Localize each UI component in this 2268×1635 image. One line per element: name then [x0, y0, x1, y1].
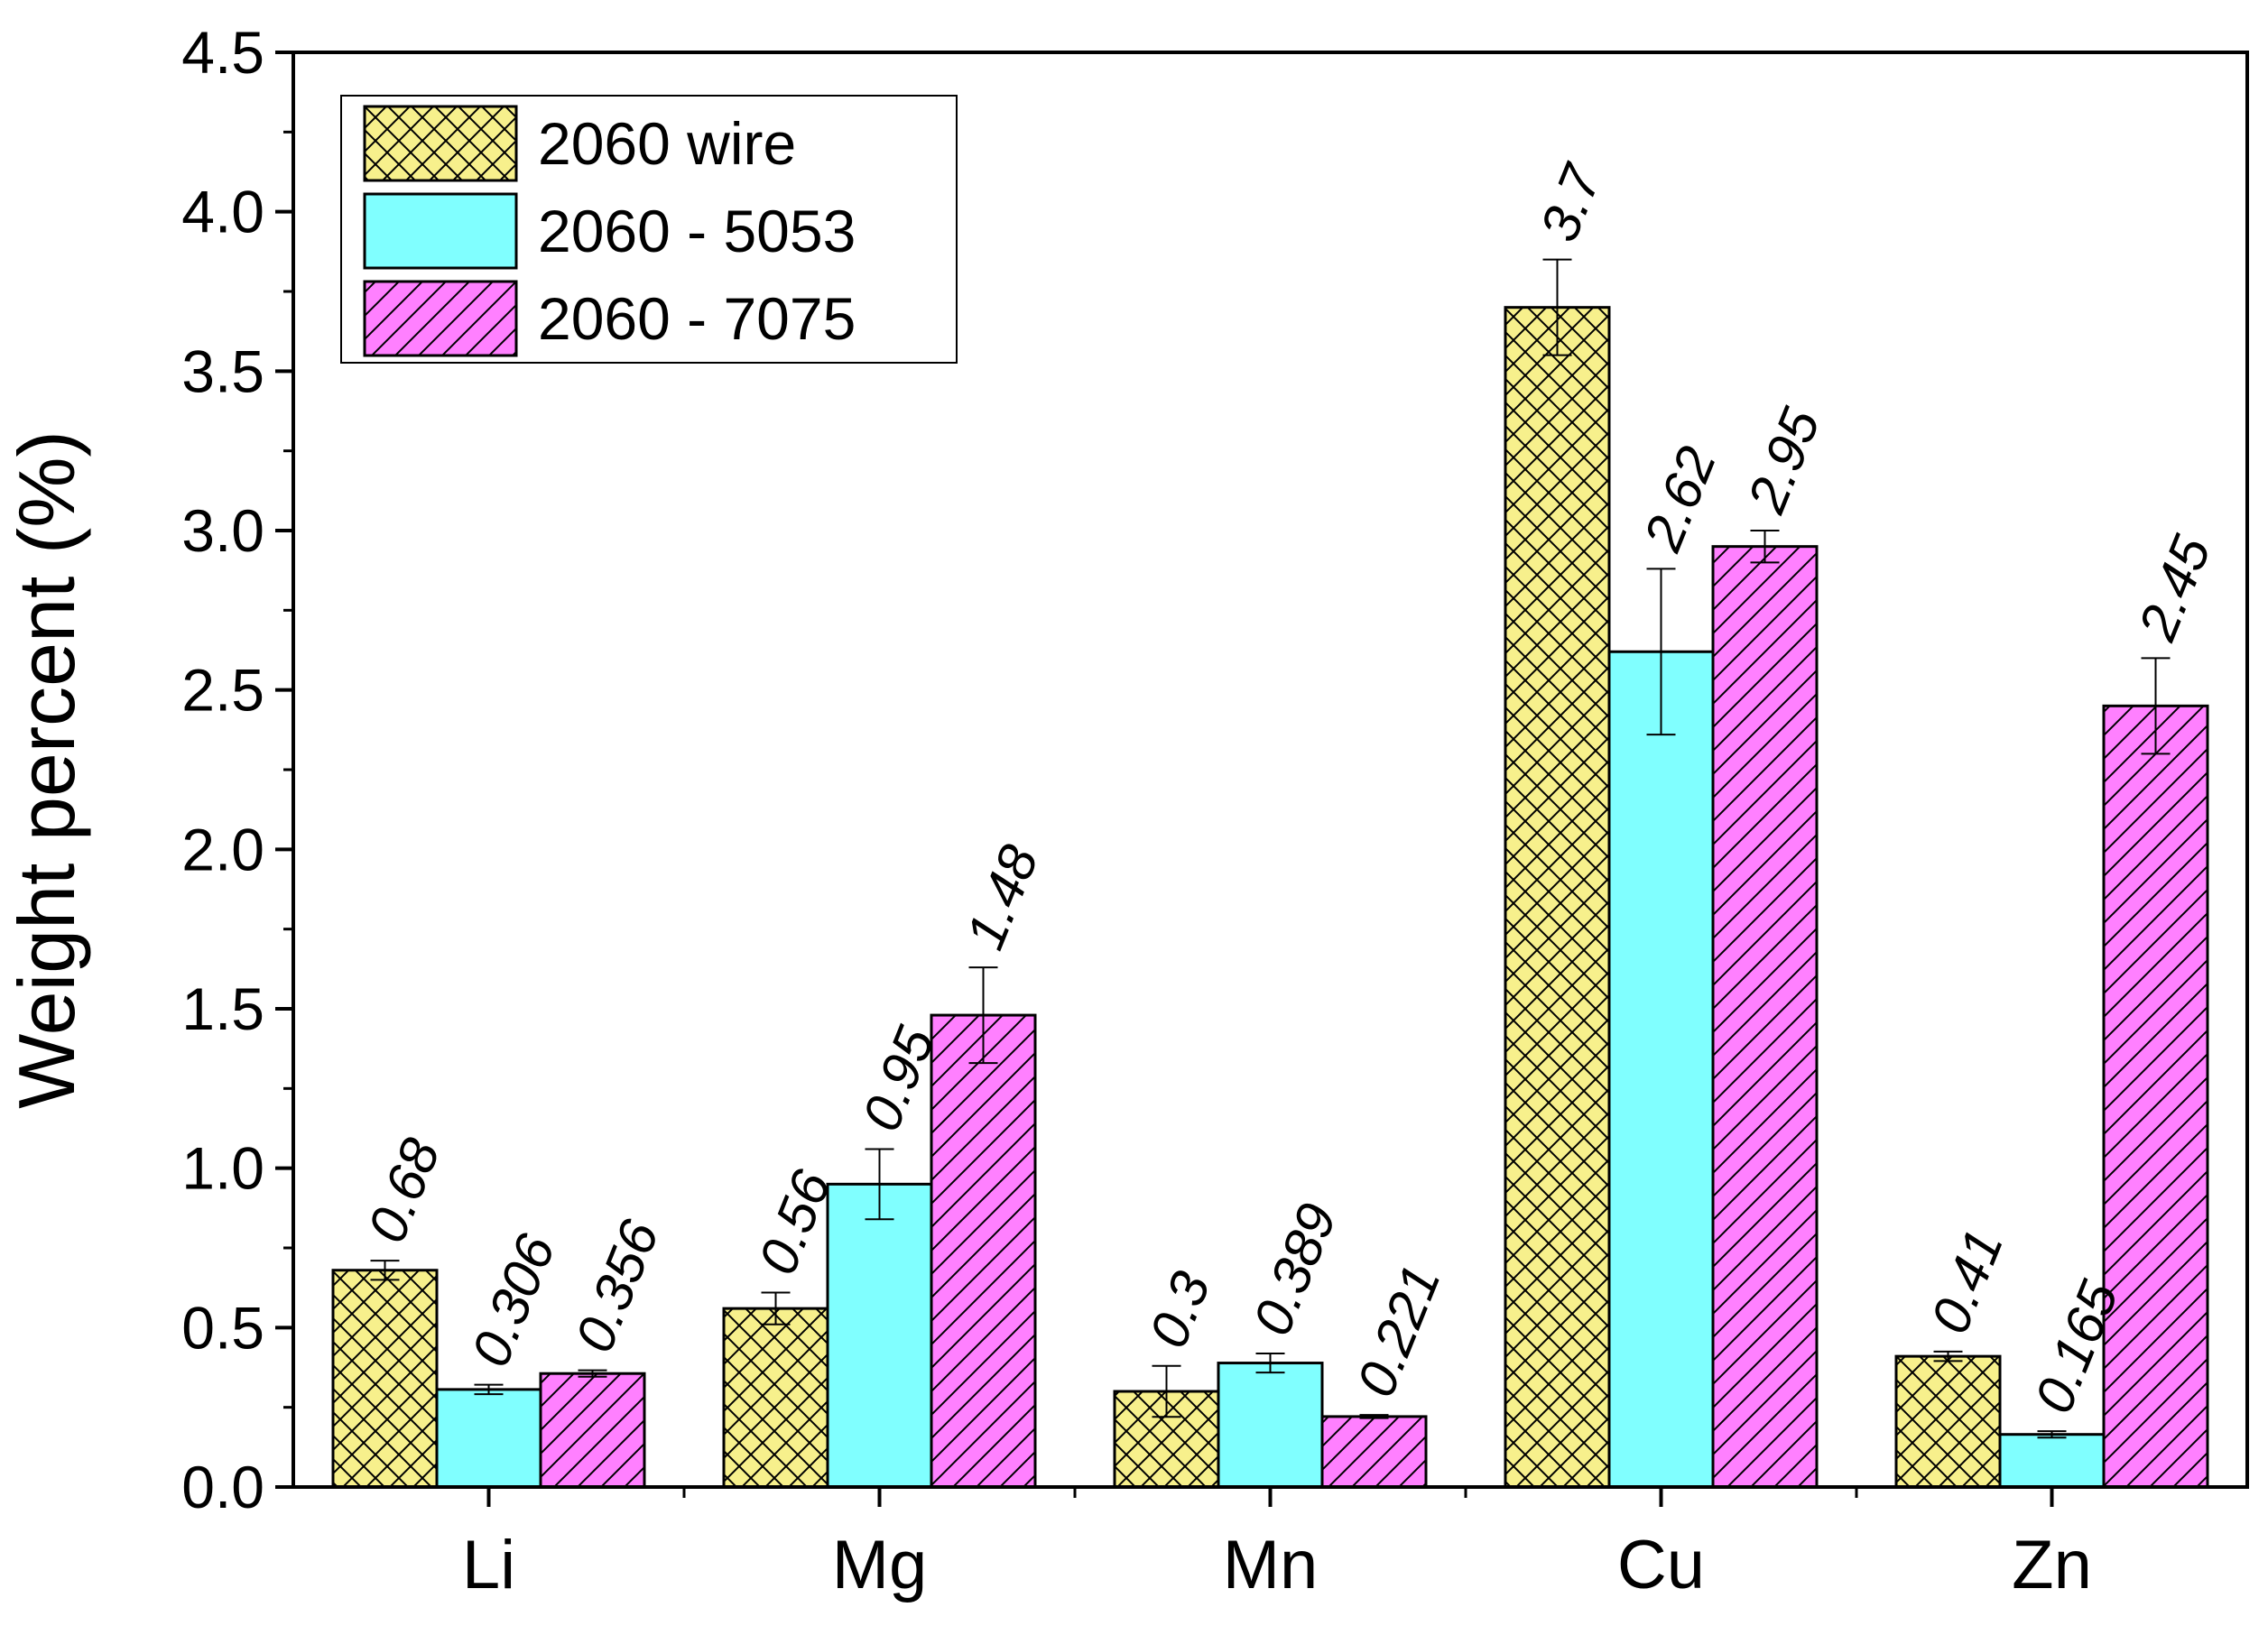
y-tick-label: 0.5 — [181, 1294, 264, 1361]
legend: 2060 wire 2060 - 5053 2060 - 7075 — [340, 95, 958, 364]
data-label: 3.7 — [1528, 155, 1613, 250]
bar — [435, 1388, 542, 1489]
y-tick-label: 1.0 — [181, 1135, 264, 1202]
data-label: 0.68 — [356, 1130, 451, 1251]
x-tick-label: Zn — [2012, 1527, 2092, 1603]
bar — [1894, 1354, 2002, 1489]
x-tick-label: Cu — [1617, 1527, 1705, 1603]
y-tick-label: 3.5 — [181, 337, 264, 404]
data-label: 2.95 — [1736, 400, 1831, 522]
y-tick-label: 2.0 — [181, 816, 264, 882]
data-label: 2.45 — [2126, 527, 2222, 649]
data-label: 0.389 — [1241, 1196, 1347, 1344]
bar — [826, 1182, 933, 1489]
y-tick-label: 1.5 — [181, 975, 264, 1042]
y-tick-label: 4.5 — [181, 19, 264, 86]
y-tick-label: 4.0 — [181, 179, 264, 245]
data-label: 0.3 — [1137, 1263, 1221, 1355]
legend-label: 2060 wire — [538, 110, 796, 177]
x-tick-label: Li — [462, 1527, 515, 1603]
y-tick-label: 0.0 — [181, 1454, 264, 1520]
bar — [2102, 704, 2209, 1489]
bar — [1504, 306, 1611, 1489]
legend-label: 2060 - 7075 — [538, 285, 856, 352]
data-label: 1.48 — [954, 836, 1050, 957]
legend-swatch — [363, 192, 518, 270]
data-label: 0.306 — [459, 1226, 567, 1375]
data-label: 2.62 — [1632, 439, 1727, 559]
bar — [1607, 650, 1715, 1489]
x-tick-label: Mg — [832, 1527, 928, 1603]
legend-swatch — [363, 105, 518, 182]
y-tick-label: 3.0 — [181, 497, 264, 564]
bars-layer — [331, 306, 2209, 1489]
data-label: 0.221 — [1345, 1257, 1451, 1405]
x-axis: Li Mg Mn Cu Zn — [462, 1487, 2092, 1603]
y-tick-label: 2.5 — [181, 657, 264, 724]
x-tick-label: Mn — [1223, 1527, 1319, 1603]
data-label: 0.356 — [563, 1212, 671, 1361]
legend-label: 2060 - 5053 — [538, 198, 856, 264]
legend-swatch — [363, 280, 518, 357]
data-label: 0.41 — [1919, 1221, 2014, 1341]
y-axis-title: Weight percent (%) — [2, 430, 91, 1109]
bar — [331, 1269, 439, 1489]
bar — [1320, 1415, 1428, 1489]
bar — [1217, 1362, 1324, 1489]
bar — [1711, 545, 1819, 1489]
bar — [930, 1013, 1037, 1489]
bar — [722, 1307, 829, 1489]
y-axis: 0.0 0.5 1.0 1.5 2.0 2.5 3.0 3.5 4.0 4.5 — [181, 19, 293, 1520]
bar — [539, 1372, 646, 1489]
error-bars-layer — [370, 258, 2171, 1439]
bar — [1998, 1433, 2106, 1489]
